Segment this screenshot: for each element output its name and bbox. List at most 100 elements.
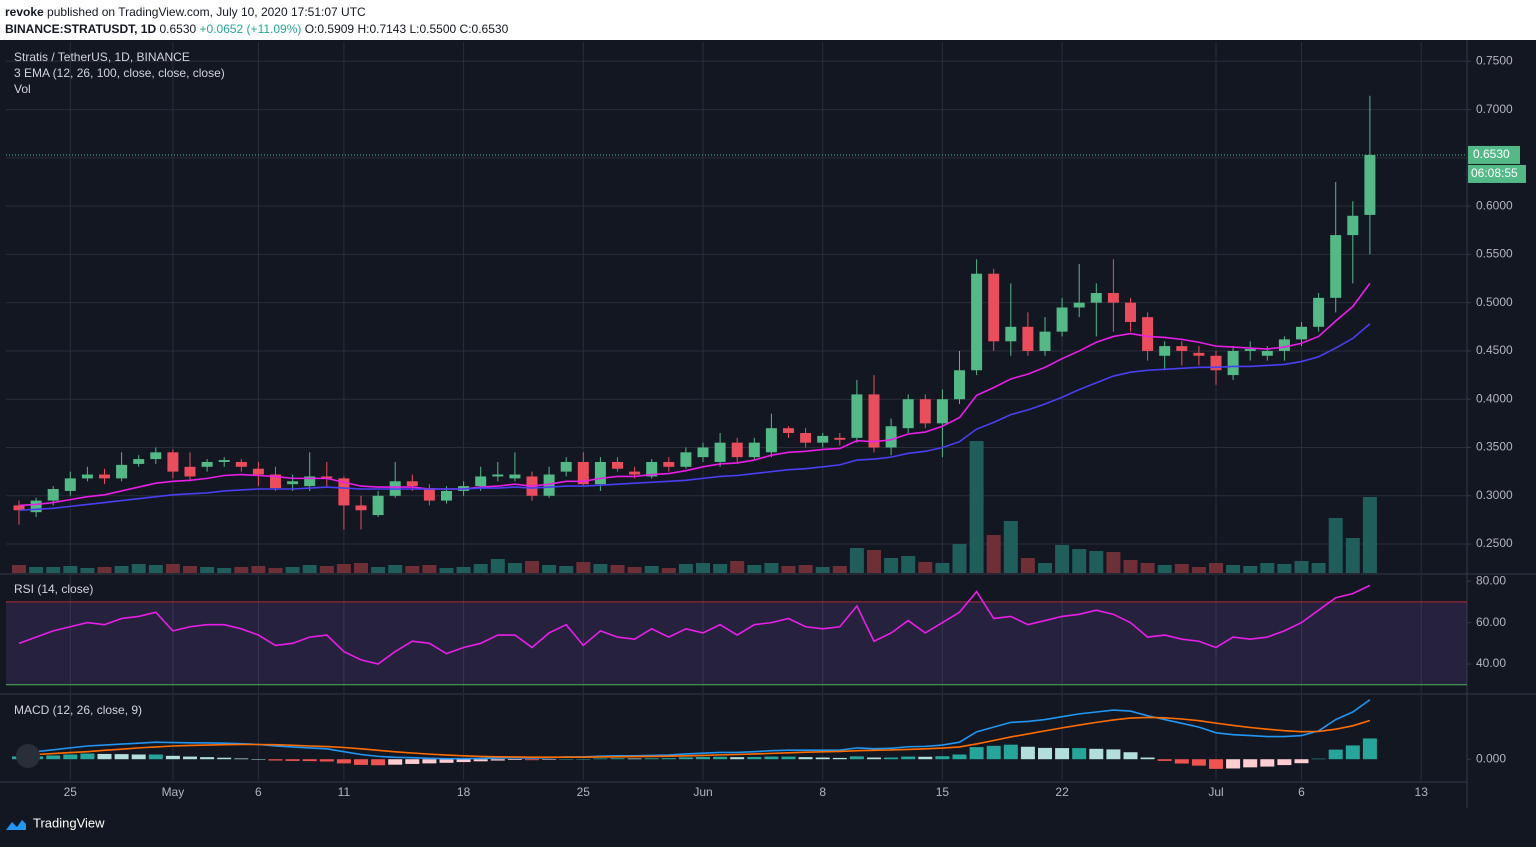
countdown: 06:08:55 xyxy=(1471,166,1518,180)
histogram-bar xyxy=(798,757,813,760)
candle-body xyxy=(936,399,948,424)
volume-bar xyxy=(29,567,44,573)
histogram-bar xyxy=(542,759,557,760)
volume-bar xyxy=(849,548,864,573)
histogram-bar xyxy=(576,759,591,760)
volume-bar xyxy=(815,567,830,573)
histogram-bar xyxy=(439,759,454,763)
histogram-bar xyxy=(952,754,967,760)
candle-body xyxy=(902,399,914,429)
candle-body xyxy=(372,495,384,516)
histogram-bar xyxy=(849,756,864,760)
histogram-bar xyxy=(46,755,61,760)
histogram-bar xyxy=(302,759,317,762)
volume-bar xyxy=(268,568,283,573)
candle-body xyxy=(834,437,846,440)
histogram-bar xyxy=(1123,752,1138,760)
candle-body xyxy=(919,399,931,424)
volume-bar xyxy=(490,559,505,573)
high: H:0.7143 xyxy=(357,22,407,36)
volume-bar xyxy=(764,563,779,573)
candle-body xyxy=(475,476,487,487)
volume-bar xyxy=(1003,521,1018,573)
histogram-bar xyxy=(1191,759,1206,766)
candle-body xyxy=(714,442,726,462)
histogram-bar xyxy=(183,756,197,760)
volume-bar xyxy=(285,567,300,573)
candle-body xyxy=(954,370,965,400)
x-tick-label: 18 xyxy=(457,785,471,799)
histogram-bar xyxy=(490,759,505,761)
candle-body xyxy=(765,428,777,453)
x-tick-label: Jun xyxy=(693,785,712,799)
candle-body xyxy=(1176,346,1188,351)
candle-body xyxy=(1159,346,1171,356)
y-tick-label: 0.7500 xyxy=(1476,53,1513,67)
volume-bar xyxy=(12,565,26,573)
histogram-bar xyxy=(1209,759,1223,769)
candle-body xyxy=(988,273,1000,342)
volume-bar xyxy=(661,568,676,573)
volume-bar xyxy=(63,566,78,573)
histogram-bar xyxy=(678,757,693,760)
rsi-band xyxy=(6,601,1467,685)
candle-body xyxy=(885,426,897,448)
candle-body xyxy=(1193,352,1205,356)
candle-body xyxy=(167,452,179,472)
histogram-bar xyxy=(1140,757,1155,760)
candle-body xyxy=(1313,297,1325,327)
pane-legend: MACD (12, 26, close, 9) xyxy=(14,703,142,717)
volume-bar xyxy=(1226,565,1241,573)
histogram-bar xyxy=(388,759,403,765)
x-tick-label: 11 xyxy=(338,785,351,799)
histogram-bar xyxy=(80,753,95,760)
candle-body xyxy=(646,461,658,477)
y-tick-label: 0.4500 xyxy=(1476,343,1513,357)
candle-body xyxy=(731,442,743,458)
candle-body xyxy=(560,461,572,472)
candle-body xyxy=(851,394,863,438)
histogram-bar xyxy=(251,759,266,760)
volume-bar xyxy=(148,565,163,573)
histogram-bar xyxy=(285,759,300,761)
volume-bar xyxy=(1209,563,1223,573)
volume-bar xyxy=(1106,552,1121,573)
candle-body xyxy=(1005,326,1017,342)
candle-body xyxy=(355,505,367,511)
volume-bar xyxy=(1089,551,1104,573)
chart: 25 May 6 11 18 25 Jun 8 15 22 Jul 6 13 0.2500 0.3000 0.… xyxy=(0,40,1536,808)
volume-bar xyxy=(1260,563,1275,573)
candle-body xyxy=(218,460,230,462)
volume-bar xyxy=(422,565,437,573)
volume-bar xyxy=(832,566,847,573)
histogram-bar xyxy=(713,756,728,760)
candle-body xyxy=(201,461,213,467)
candle-body xyxy=(1244,349,1256,351)
candle-body xyxy=(1210,355,1222,371)
volume-bar xyxy=(918,562,933,573)
histogram-bar xyxy=(593,758,608,760)
brand: TradingView xyxy=(33,815,105,830)
candle-body xyxy=(116,464,128,479)
pane-legend: RSI (14, close) xyxy=(14,582,93,596)
y-tick-label: 0.5000 xyxy=(1476,295,1513,309)
candle-body xyxy=(1278,339,1290,351)
x-tick-label: 25 xyxy=(64,785,78,799)
histogram-bar xyxy=(422,759,437,764)
candle-body xyxy=(1142,317,1154,351)
candle-body xyxy=(577,461,589,485)
volume-bar xyxy=(1157,565,1172,573)
volume-bar xyxy=(371,567,386,573)
volume-bar xyxy=(798,565,813,573)
y-tick-label: 0.3000 xyxy=(1476,488,1513,502)
candle-body xyxy=(1296,326,1307,340)
histogram-bar xyxy=(1311,758,1326,760)
x-tick-label: 8 xyxy=(819,785,826,799)
candle-body xyxy=(1107,293,1119,303)
candle-body xyxy=(1039,331,1051,351)
candle-body xyxy=(492,474,504,477)
volume-bar xyxy=(456,567,471,573)
x-tick-label: 15 xyxy=(936,785,950,799)
x-tick-label: 6 xyxy=(1298,785,1305,799)
volume-bar xyxy=(1277,564,1292,573)
